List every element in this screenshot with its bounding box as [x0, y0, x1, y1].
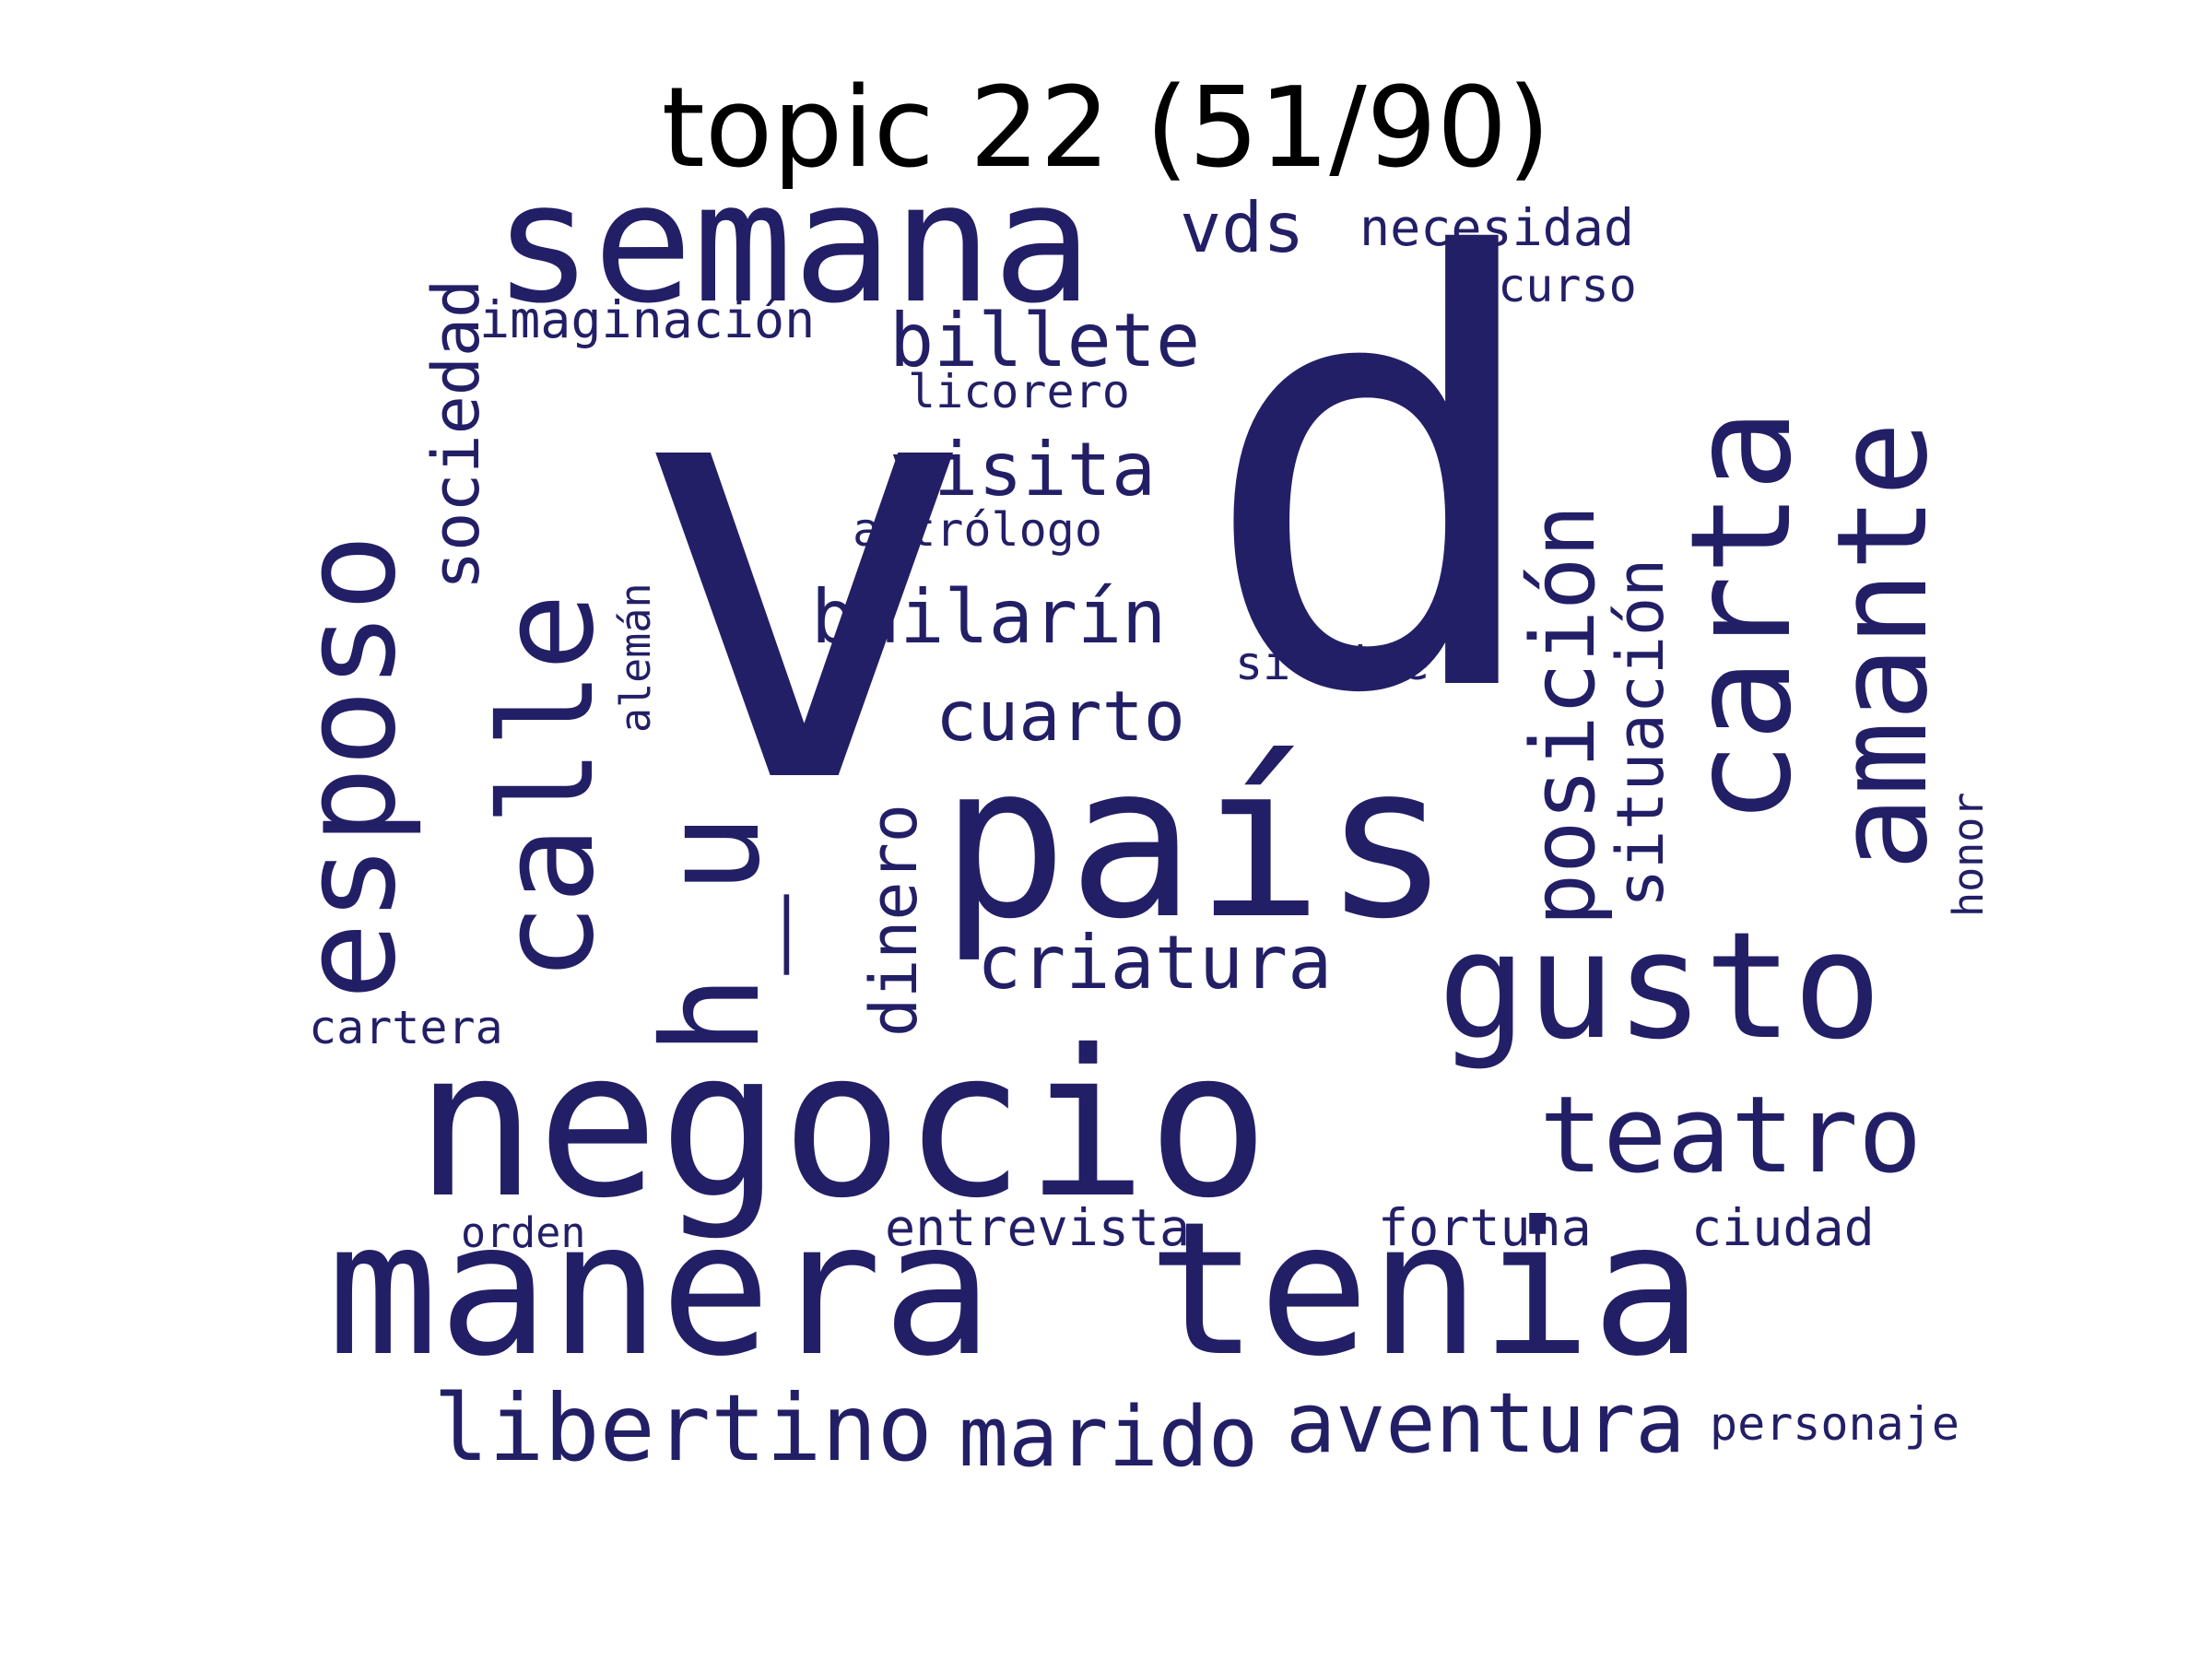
- word-manera: manera: [327, 1182, 994, 1397]
- word-teatro: teatro: [1539, 1074, 1923, 1197]
- word-marido: marido: [959, 1389, 1259, 1486]
- word-honor: honor: [1944, 792, 1993, 917]
- word-ciudad: ciudad: [1691, 1198, 1875, 1257]
- word-hu: h_u: [634, 814, 790, 1055]
- word-criatura: criatura: [977, 920, 1333, 1006]
- word-bailarin: bailarín: [811, 574, 1167, 660]
- word-imaginacion: imaginación: [479, 290, 816, 349]
- word-recurso: recurso: [1442, 259, 1637, 312]
- word-libertino: libertino: [433, 1374, 933, 1482]
- word-negocio: negocio: [415, 1006, 1270, 1242]
- word-carta: carta: [1662, 408, 1822, 825]
- word-personaje: personaje: [1710, 1397, 1959, 1451]
- word-calle: calle: [473, 593, 623, 982]
- word-amante: amante: [1810, 421, 1955, 871]
- word-astrologo: astrólogo: [853, 503, 1102, 557]
- word-posicion: posición: [1513, 504, 1615, 926]
- word-billete: billete: [889, 298, 1201, 383]
- word-gusto: gusto: [1438, 900, 1882, 1072]
- word-licorero: licorero: [908, 365, 1130, 418]
- word-aventura: aventura: [1286, 1375, 1686, 1472]
- word-vds: vds: [1180, 187, 1305, 268]
- word-esposo: esposo: [275, 534, 425, 1000]
- chart-title: topic 22 (51/90): [661, 65, 1551, 193]
- word-silfide: sílfide: [1235, 637, 1430, 690]
- word-tenia: tenia: [1147, 1182, 1703, 1397]
- word-fortuna: fortuna: [1378, 1198, 1592, 1257]
- word-cartera: cartera: [309, 1001, 503, 1054]
- word-entrevista: entrevista: [885, 1198, 1191, 1257]
- word-necesidad: necesidad: [1359, 198, 1635, 257]
- word-visita: visita: [889, 427, 1156, 512]
- word-aleman: alemán: [611, 582, 660, 733]
- word-d: d: [1198, 135, 1554, 822]
- word-situacion: situación: [1603, 558, 1678, 908]
- word-pais: país: [940, 720, 1451, 966]
- word-dinero: dinero: [856, 804, 932, 1037]
- word-orden: orden: [461, 1208, 586, 1257]
- word-cuarto: cuarto: [935, 676, 1185, 757]
- word-semana: semana: [493, 147, 1093, 340]
- word-v: v: [627, 228, 982, 914]
